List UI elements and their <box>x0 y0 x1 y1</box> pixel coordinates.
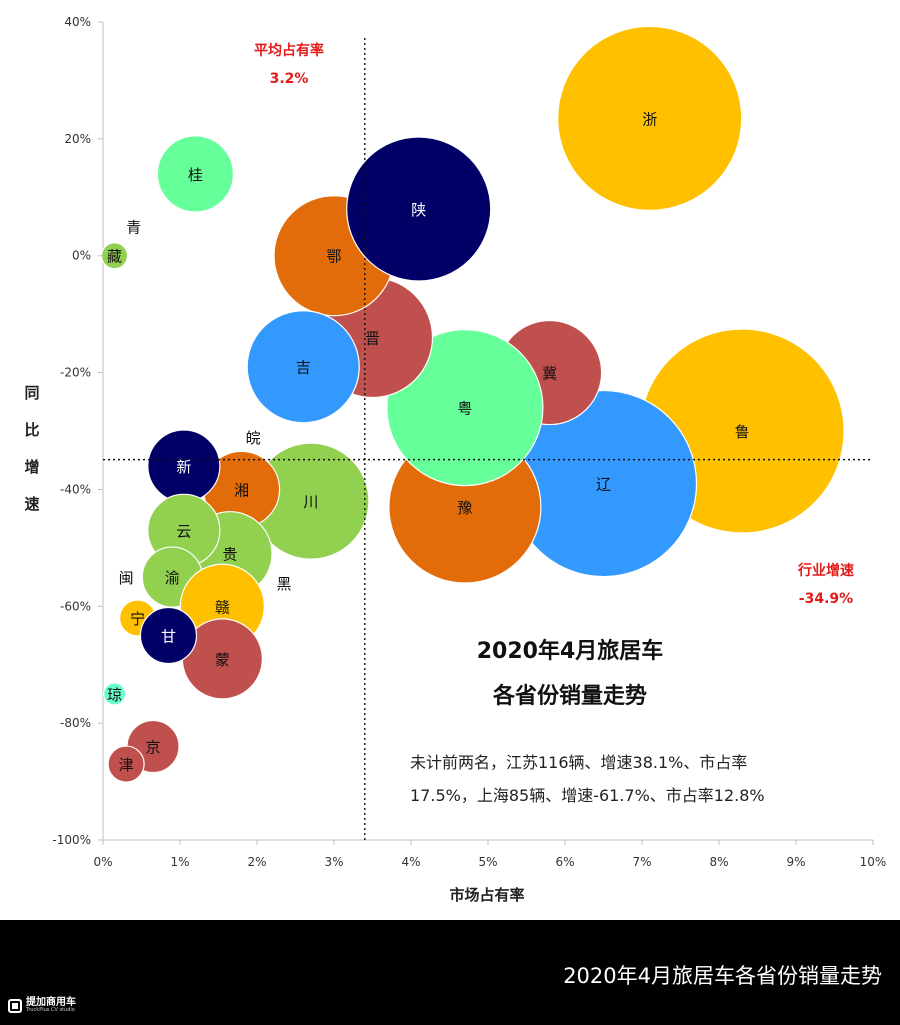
y-tick-label: 20% <box>64 132 91 146</box>
bubble-label-云: 云 <box>176 522 191 540</box>
y-tick-label: -100% <box>52 833 91 847</box>
bubble-浙 <box>557 25 743 212</box>
bubbles <box>100 25 845 783</box>
reference-lines <box>103 38 873 840</box>
bubble-粤 <box>386 329 544 487</box>
x-tick-label: 7% <box>632 855 651 869</box>
bubble-label-渝: 渝 <box>165 569 180 587</box>
bubble-label-闽: 闽 <box>119 569 134 587</box>
x-tick-label: 10% <box>860 855 887 869</box>
y-axis-title: 同比增速 <box>24 384 39 513</box>
logo-en-text: TruckPlus CV studio <box>26 1007 75 1013</box>
tick-labels: 0% 1% 2% 3% 4% 5% 6% 7% 8% 9% 10% 40% 20% 0% -20% -40% -… <box>52 15 886 869</box>
x-tick-label: 9% <box>786 855 805 869</box>
y-tick-label: -60% <box>60 599 91 613</box>
bubble-label-青: 青 <box>126 219 141 237</box>
logo-icon <box>8 998 22 1013</box>
note-line-2: 17.5%，上海85辆、增速-61.7%、市占率12.8% <box>410 786 765 805</box>
x-axis-title: 市场占有率 <box>449 886 524 904</box>
brand-logo: 提加商用车 TruckPlus CV studio <box>8 998 76 1013</box>
bubble-label-新: 新 <box>176 458 191 476</box>
bubble-label-桂: 桂 <box>188 166 203 184</box>
bubble-津 <box>107 745 145 783</box>
bubble-label-晋: 晋 <box>365 330 380 348</box>
bubble-甘 <box>139 606 198 665</box>
bubble-陕 <box>346 136 492 282</box>
x-tick-label: 4% <box>401 855 420 869</box>
y-tick-label: 0% <box>72 249 91 263</box>
bubble-琼 <box>102 682 127 706</box>
logo-cn-text: 提加商用车 <box>26 997 76 1008</box>
chart-title-line-2: 各省份销量走势 <box>492 683 647 709</box>
bubble-label-陕: 陕 <box>411 201 426 219</box>
bubble-label-豫: 豫 <box>457 499 472 517</box>
y-tick-label: 40% <box>64 15 91 29</box>
industry-growth-label: 行业增速 <box>797 562 854 579</box>
bubble-label-甘: 甘 <box>161 628 176 646</box>
bubble-label-鄂: 鄂 <box>326 248 341 266</box>
x-tick-label: 1% <box>170 855 189 869</box>
note-line-1: 未计前两名，江苏116辆、增速38.1%、市占率 <box>410 753 747 772</box>
bubble-label-鲁: 鲁 <box>735 423 750 441</box>
footer-bar: 2020年4月旅居车各省份销量走势 提加商用车 TruckPlus CV stu… <box>0 920 900 1025</box>
industry-growth-value: -34.9% <box>799 591 853 607</box>
bubble-label-粤: 粤 <box>457 400 472 418</box>
x-tick-label: 2% <box>247 855 266 869</box>
y-tick-label: -20% <box>60 366 91 380</box>
x-tick-label: 8% <box>709 855 728 869</box>
bubble-桂 <box>156 135 234 213</box>
bubble-label-津: 津 <box>119 756 134 774</box>
y-tick-label: -80% <box>60 716 91 730</box>
bubble-label-藏: 藏 <box>107 248 122 266</box>
footer-title: 2020年4月旅居车各省份销量走势 <box>563 964 882 988</box>
bubble-label-皖: 皖 <box>246 429 261 447</box>
x-tick-label: 5% <box>478 855 497 869</box>
x-tick-label: 0% <box>93 855 112 869</box>
avg-share-label: 平均占有率 <box>254 42 324 59</box>
bubble-label-京: 京 <box>146 739 161 757</box>
bubble-label-辽: 辽 <box>596 476 611 494</box>
bubble-label-宁: 宁 <box>130 610 145 628</box>
bubble-吉 <box>246 310 360 424</box>
bubble-label-吉: 吉 <box>296 359 311 377</box>
chart-title-line-1: 2020年4月旅居车 <box>477 638 664 664</box>
avg-share-value: 3.2% <box>270 71 309 87</box>
bubble-label-湘: 湘 <box>234 481 249 499</box>
bubble-label-贵: 贵 <box>223 546 238 564</box>
bubble-label-琼: 琼 <box>107 686 122 704</box>
y-tick-label: -40% <box>60 482 91 496</box>
bubble-label-浙: 浙 <box>642 110 657 128</box>
bubble-label-冀: 冀 <box>542 365 557 383</box>
x-tick-label: 3% <box>324 855 343 869</box>
bubble-label-川: 川 <box>303 493 318 511</box>
bubble-label-黑: 黑 <box>276 575 291 593</box>
bubble-label-赣: 赣 <box>215 598 230 616</box>
bubble-label-蒙: 蒙 <box>215 651 230 669</box>
x-tick-label: 6% <box>555 855 574 869</box>
